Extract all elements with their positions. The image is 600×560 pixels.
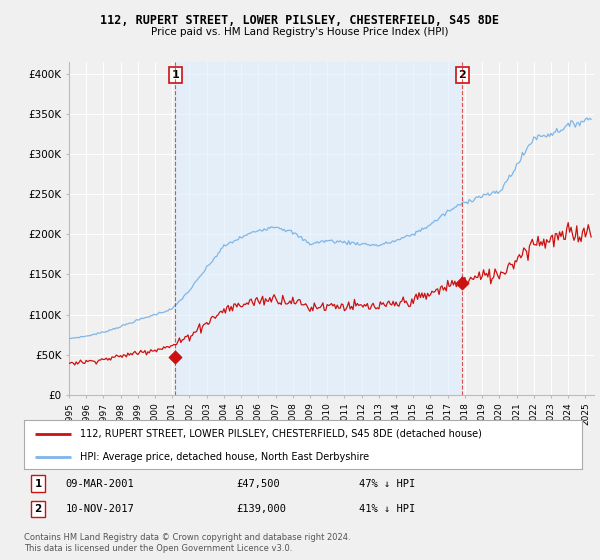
Text: This data is licensed under the Open Government Licence v3.0.: This data is licensed under the Open Gov… xyxy=(24,544,292,553)
Text: 1: 1 xyxy=(34,478,41,488)
Bar xyxy=(175,62,463,395)
Text: £47,500: £47,500 xyxy=(236,478,280,488)
Text: 2: 2 xyxy=(34,504,41,514)
Text: 10-NOV-2017: 10-NOV-2017 xyxy=(66,504,134,514)
Text: 09-MAR-2001: 09-MAR-2001 xyxy=(66,478,134,488)
Text: Price paid vs. HM Land Registry's House Price Index (HPI): Price paid vs. HM Land Registry's House … xyxy=(151,27,449,37)
Text: 47% ↓ HPI: 47% ↓ HPI xyxy=(359,478,415,488)
Point xyxy=(170,352,180,361)
Point xyxy=(458,279,467,288)
Text: £139,000: £139,000 xyxy=(236,504,286,514)
Text: 1: 1 xyxy=(172,70,179,80)
Text: Contains HM Land Registry data © Crown copyright and database right 2024.: Contains HM Land Registry data © Crown c… xyxy=(24,533,350,542)
Text: HPI: Average price, detached house, North East Derbyshire: HPI: Average price, detached house, Nort… xyxy=(80,452,369,462)
Text: 2: 2 xyxy=(458,70,466,80)
Text: 112, RUPERT STREET, LOWER PILSLEY, CHESTERFIELD, S45 8DE: 112, RUPERT STREET, LOWER PILSLEY, CHEST… xyxy=(101,14,499,27)
Text: 112, RUPERT STREET, LOWER PILSLEY, CHESTERFIELD, S45 8DE (detached house): 112, RUPERT STREET, LOWER PILSLEY, CHEST… xyxy=(80,429,482,439)
Text: 41% ↓ HPI: 41% ↓ HPI xyxy=(359,504,415,514)
